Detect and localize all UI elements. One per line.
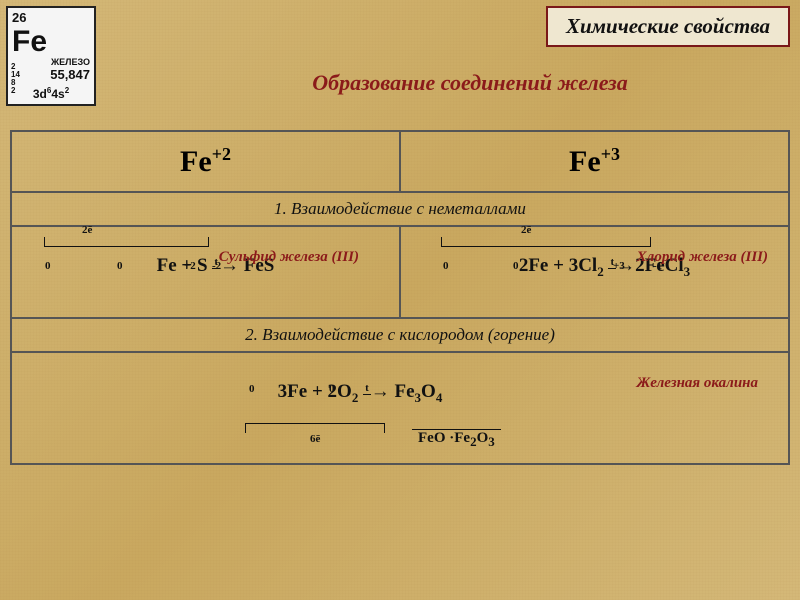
page-subtitle: Образование соединений железа bbox=[160, 70, 780, 96]
electron-count: 6ē bbox=[310, 433, 320, 445]
reaction-row-2: Железная окалина 0 0 3Fe + 2O2 t→ Fe3O4 … bbox=[12, 353, 790, 465]
charge-s2: -2 bbox=[212, 260, 221, 272]
reaction-fes: Сульфид железа (III) 2ē 0 0 +2 -2 Fe + S… bbox=[12, 227, 401, 317]
electron-shells: 2 14 8 2 bbox=[11, 63, 20, 95]
ion-header-row: Fe+2 Fe+3 bbox=[12, 132, 790, 193]
charge-o: 0 bbox=[329, 383, 335, 395]
reaction-fe3o4: Железная окалина 0 0 3Fe + 2O2 t→ Fe3O4 … bbox=[12, 353, 790, 463]
reaction-label: Сульфид железа (III) bbox=[219, 249, 359, 266]
reactions-table: Fe+2 Fe+3 1. Взаимодействие с неметаллам… bbox=[10, 130, 790, 465]
charge-fe: 0 bbox=[249, 383, 255, 395]
equation-text: 3Fe + 2O2 t→ Fe3O4 bbox=[78, 381, 723, 406]
electron-config: 3d64s2 bbox=[12, 86, 90, 101]
section2-title: 2. Взаимодействие с кислородом (горение) bbox=[12, 319, 790, 351]
section2-header-row: 2. Взаимодействие с кислородом (горение) bbox=[12, 319, 790, 353]
reaction-row-1: Сульфид железа (III) 2ē 0 0 +2 -2 Fe + S… bbox=[12, 227, 790, 319]
ion-fe3-header: Fe+3 bbox=[401, 132, 790, 191]
charge-fe: 0 bbox=[45, 260, 51, 272]
charge-fe2: +2 bbox=[184, 260, 196, 272]
sub-formula: FeO ·Fe2O3 bbox=[412, 429, 501, 450]
charge-cl2: -1 bbox=[653, 260, 662, 272]
electron-count: 2ē bbox=[82, 224, 92, 236]
page-title: Химические свойства bbox=[546, 6, 790, 47]
charge-cl: 0 bbox=[513, 260, 519, 272]
electron-bracket bbox=[441, 237, 651, 247]
electron-count: 2ē bbox=[521, 224, 531, 236]
periodic-element-box: 26 Fe 2 14 8 2 ЖЕЛЕЗО 55,847 3d64s2 bbox=[6, 6, 96, 106]
reaction-label: Железная окалина bbox=[637, 375, 758, 392]
electron-bracket bbox=[44, 237, 209, 247]
reaction-fecl3: Хлорид железа (III) 2ē 0 0 +3 -1 2Fe + 3… bbox=[401, 227, 790, 317]
section1-title: 1. Взаимодействие с неметаллами bbox=[12, 193, 790, 225]
charge-fe2: +3 bbox=[613, 260, 625, 272]
electron-bracket-under bbox=[245, 423, 385, 433]
section1-header-row: 1. Взаимодействие с неметаллами bbox=[12, 193, 790, 227]
atomic-number: 26 bbox=[12, 10, 90, 25]
charge-s: 0 bbox=[117, 260, 123, 272]
element-name: ЖЕЛЕЗО bbox=[12, 57, 90, 67]
ion-fe2-header: Fe+2 bbox=[12, 132, 401, 191]
element-symbol: Fe bbox=[12, 27, 90, 57]
charge-fe: 0 bbox=[443, 260, 449, 272]
atomic-mass: 55,847 bbox=[12, 67, 90, 82]
